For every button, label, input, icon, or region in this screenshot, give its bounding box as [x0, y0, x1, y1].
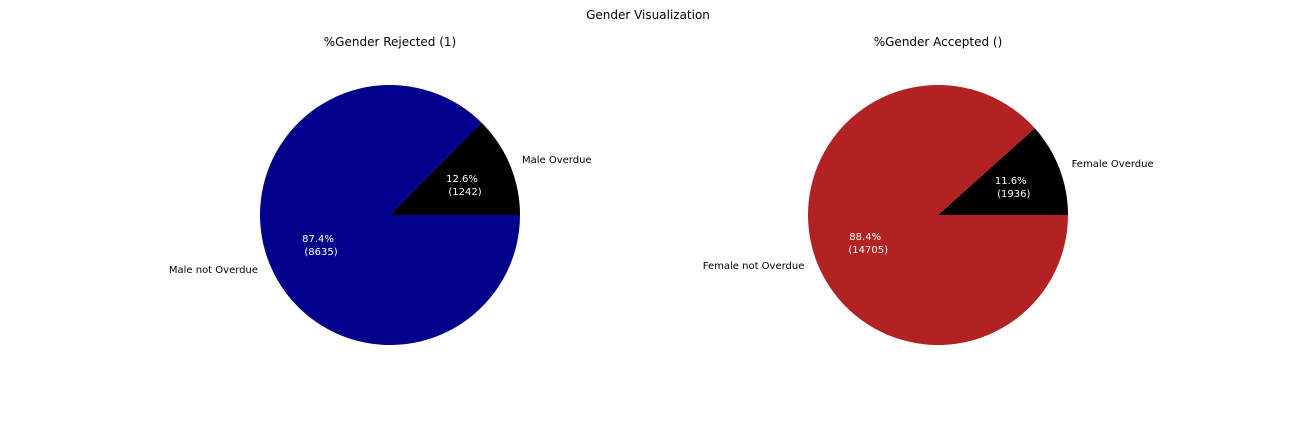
pie-slice-accepted-1	[807, 84, 1068, 345]
pie-count-value-accepted-1: (14705)	[848, 245, 888, 256]
pie-pct-label-rejected-0: 12.6% (1242)	[446, 174, 482, 198]
pie-label-rejected-1: Male not Overdue	[169, 265, 258, 276]
pie-label-accepted-1: Female not Overdue	[703, 261, 805, 272]
pie-count-value-rejected-1: (8635)	[304, 247, 337, 258]
pie-title-rejected: %Gender Rejected (1)	[324, 35, 456, 49]
pie-label-rejected-0: Male Overdue	[522, 155, 592, 166]
pie-slice-rejected-0	[390, 122, 520, 215]
pie-slice-accepted-0	[938, 128, 1068, 215]
pie-title-accepted: %Gender Accepted ()	[874, 35, 1003, 49]
pie-chart-accepted: %Gender Accepted () Female Overdue 11.6% (…	[703, 35, 1154, 345]
pie-label-accepted-0: Female Overdue	[1072, 159, 1154, 170]
pie-pct-label-accepted-0: 11.6% (1936)	[995, 176, 1031, 200]
pie-pct-value-rejected-0: 12.6%	[446, 174, 478, 185]
pie-slice-rejected-1	[260, 85, 520, 346]
pie-pct-label-accepted-1: 88.4% (14705)	[848, 232, 888, 256]
pie-pct-value-accepted-1: 88.4%	[849, 232, 881, 243]
pie-chart-rejected: %Gender Rejected (1) Male Overdue 12.6% (1…	[169, 35, 592, 346]
pie-pct-value-rejected-1: 87.4%	[302, 234, 334, 245]
pie-pct-value-accepted-0: 11.6%	[995, 176, 1027, 187]
pie-count-value-rejected-0: (1242)	[448, 187, 481, 198]
pie-count-value-accepted-0: (1936)	[997, 189, 1030, 200]
figure-suptitle: Gender Visualization	[586, 8, 710, 22]
pie-pct-label-rejected-1: 87.4% (8635)	[302, 234, 338, 258]
